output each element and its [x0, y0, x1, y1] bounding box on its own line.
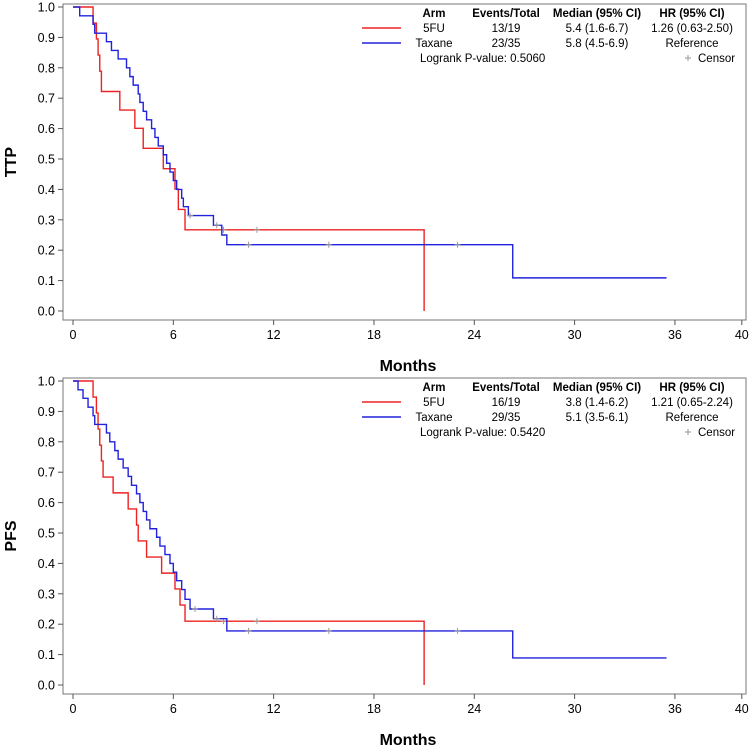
x-tick-label: 12 [267, 702, 281, 716]
x-tick-label: 0 [70, 702, 77, 716]
y-tick-label: 0.8 [38, 435, 55, 449]
y-tick-label: 0.3 [38, 587, 55, 601]
legend-header: HR (95% CI) [659, 8, 724, 20]
y-tick-label: 0.2 [38, 618, 55, 632]
plot-frame [62, 3, 747, 321]
y-tick-label: 0.9 [38, 405, 55, 419]
legend-header: Median (95% CI) [553, 8, 641, 20]
x-tick-label: 24 [467, 328, 481, 342]
x-axis-title: Months [380, 732, 437, 748]
y-tick-label: 0.0 [38, 679, 55, 693]
y-tick-label: 1.0 [38, 1, 55, 15]
legend-header: Events/Total [472, 382, 540, 394]
x-tick-label: 24 [467, 702, 481, 716]
y-tick-label: 0.6 [38, 496, 55, 510]
km-curve-5fu [73, 380, 425, 685]
legend-hr: Reference [665, 38, 718, 50]
x-tick-label: 40 [735, 328, 749, 342]
legend-hr: 1.26 (0.63-2.50) [651, 23, 733, 35]
legend: Arm Events/Total Median (95% CI) HR (95% CI… [362, 382, 735, 439]
x-tick-label: 6 [170, 702, 177, 716]
legend-median: 5.1 (3.5-6.1) [566, 412, 629, 424]
y-tick-label: 0.1 [38, 648, 55, 662]
censor-mark [454, 241, 461, 248]
legend-header: Median (95% CI) [553, 382, 641, 394]
legend-header: Arm [422, 8, 445, 20]
x-tick-label: 6 [170, 328, 177, 342]
legend-events: 23/35 [492, 38, 521, 50]
censor-legend-label: Censor [698, 427, 735, 439]
censor-mark [253, 618, 260, 625]
y-tick-label: 0.0 [38, 305, 55, 319]
legend-header: Events/Total [472, 8, 540, 20]
censor-mark [213, 222, 220, 229]
censor-mark [325, 627, 332, 634]
legend-header: HR (95% CI) [659, 382, 724, 394]
km-curve-taxane [73, 380, 667, 659]
censor-mark [253, 226, 260, 233]
x-axis-title: Months [380, 358, 437, 375]
y-tick-label: 0.2 [38, 244, 55, 258]
y-tick-label: 0.9 [38, 31, 55, 45]
logrank-pvalue: Logrank P-value: 0.5060 [420, 53, 545, 65]
km-curve-5fu [73, 6, 425, 311]
y-tick-label: 0.8 [38, 61, 55, 75]
y-axis-title: TTP [3, 147, 20, 178]
km-panel-ttp: 0.0 0.1 0.2 0.3 0.4 0.5 0.6 0.7 0.8 0.9 1.0 0 6 12 18 2… [3, 1, 749, 376]
x-tick-label: 18 [367, 702, 381, 716]
y-tick-label: 0.5 [38, 153, 55, 167]
y-tick-label: 1.0 [38, 375, 55, 389]
legend-header: Arm [422, 382, 445, 394]
plot-frame [62, 377, 747, 695]
y-tick-label: 0.7 [38, 92, 55, 106]
y-tick-label: 0.4 [38, 557, 55, 571]
x-tick-label: 36 [668, 702, 682, 716]
x-tick-label: 36 [668, 328, 682, 342]
y-tick-label: 0.3 [38, 213, 55, 227]
legend-arm: 5FU [423, 23, 445, 35]
y-tick-label: 0.5 [38, 527, 55, 541]
logrank-pvalue: Logrank P-value: 0.5420 [420, 427, 545, 439]
x-tick-label: 18 [367, 328, 381, 342]
x-tick-label: 0 [70, 328, 77, 342]
y-tick-label: 0.4 [38, 183, 55, 197]
censor-legend-label: Censor [698, 53, 735, 65]
legend-median: 3.8 (1.4-6.2) [566, 397, 629, 409]
x-tick-label: 40 [735, 702, 749, 716]
km-panel-pfs: 0.0 0.1 0.2 0.3 0.4 0.5 0.6 0.7 0.8 0.9 1.0 0 6 12 18 2… [3, 375, 749, 748]
censor-mark [187, 212, 194, 219]
legend-events: 13/19 [492, 23, 521, 35]
y-axis-title: PFS [3, 520, 20, 551]
x-tick-label: 12 [267, 328, 281, 342]
censor-mark [454, 627, 461, 634]
x-tick-label: 30 [568, 702, 582, 716]
censor-mark [192, 606, 199, 612]
legend-hr: Reference [665, 412, 718, 424]
y-tick-label: 0.6 [38, 122, 55, 136]
censor-mark [245, 627, 252, 634]
x-tick-label: 30 [568, 328, 582, 342]
legend-hr: 1.21 (0.65-2.24) [651, 397, 733, 409]
legend-median: 5.8 (4.5-6.9) [566, 38, 629, 50]
y-tick-label: 0.7 [38, 466, 55, 480]
legend: Arm Events/Total Median (95% CI) HR (95% CI… [362, 8, 735, 65]
legend-arm: Taxane [415, 412, 452, 424]
legend-median: 5.4 (1.6-6.7) [566, 23, 629, 35]
legend-arm: 5FU [423, 397, 445, 409]
censor-mark [245, 241, 252, 248]
km-curve-taxane [73, 6, 667, 279]
censor-mark [325, 241, 332, 248]
legend-events: 16/19 [492, 397, 521, 409]
y-tick-label: 0.1 [38, 274, 55, 288]
legend-arm: Taxane [415, 38, 452, 50]
censor-mark [213, 615, 220, 622]
legend-events: 29/35 [492, 412, 521, 424]
